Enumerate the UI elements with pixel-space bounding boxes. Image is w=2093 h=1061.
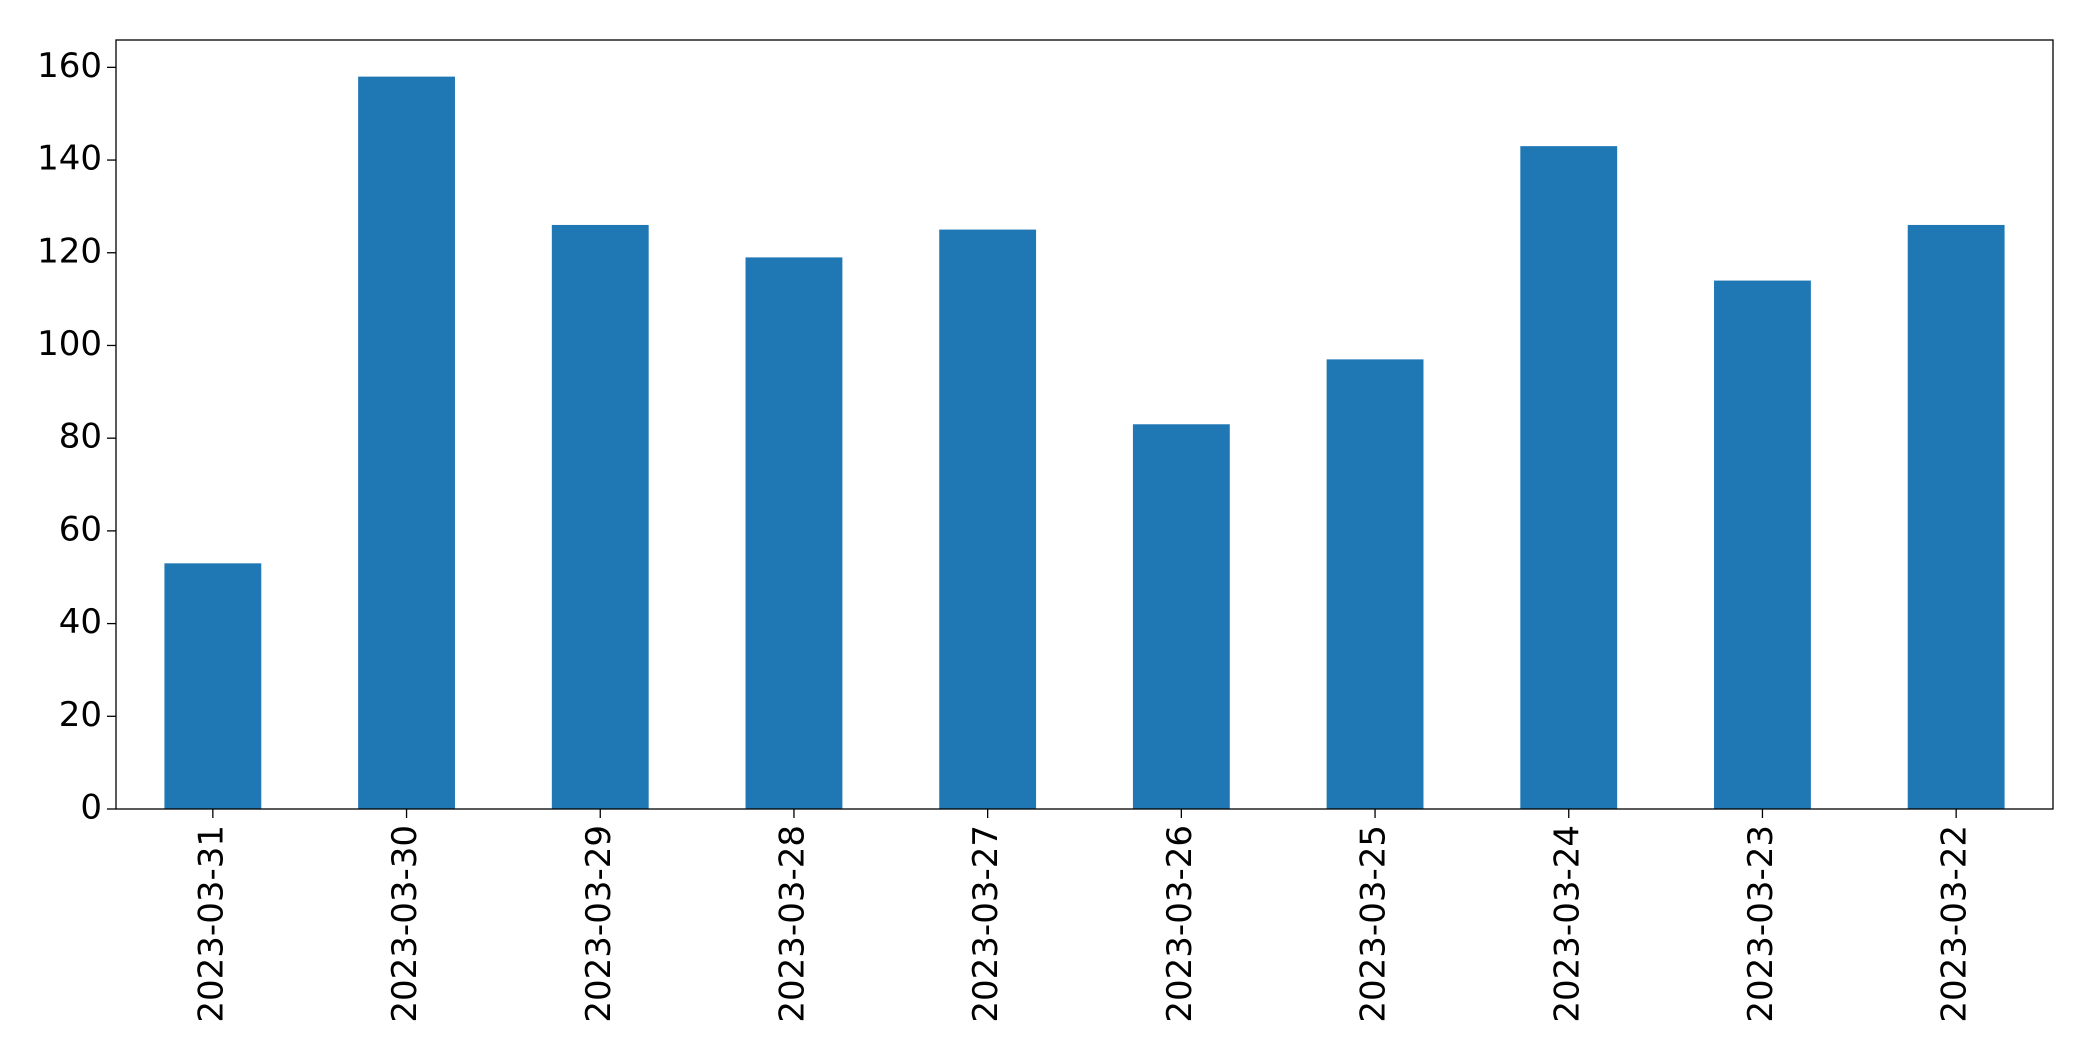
bar: [1714, 280, 1811, 809]
x-tick-label: 2023-03-31: [191, 825, 231, 1023]
bar: [164, 563, 262, 809]
x-tick-label: 2023-03-25: [1354, 825, 1394, 1023]
plot-frame: [115, 39, 2054, 810]
x-tick-label: 2023-03-28: [772, 825, 812, 1023]
bar: [939, 229, 1037, 809]
bar: [1520, 146, 1618, 810]
y-tick-label: 20: [59, 695, 102, 735]
x-tick-label: 2023-03-23: [1741, 825, 1781, 1023]
y-tick-label: 100: [37, 324, 102, 364]
bar: [358, 76, 455, 810]
x-tick-label: 2023-03-22: [1935, 825, 1975, 1023]
bar: [551, 224, 649, 810]
bar: [745, 257, 843, 810]
x-tick-label: 2023-03-27: [966, 825, 1006, 1023]
y-tick-label: 80: [59, 417, 102, 457]
bar: [1907, 224, 2005, 810]
x-tick-label: 2023-03-30: [385, 825, 425, 1023]
bar: [1132, 424, 1230, 809]
y-tick-label: 140: [37, 139, 102, 179]
x-tick-label: 2023-03-26: [1160, 825, 1200, 1023]
y-tick-label: 60: [59, 509, 102, 549]
x-tick-label: 2023-03-24: [1547, 825, 1587, 1023]
y-tick-label: 0: [80, 788, 102, 828]
bar: [1326, 359, 1424, 809]
y-tick-label: 40: [59, 602, 102, 642]
x-tick-label: 2023-03-29: [579, 825, 619, 1023]
y-tick-label: 120: [37, 231, 102, 271]
y-tick-label: 160: [37, 46, 102, 86]
